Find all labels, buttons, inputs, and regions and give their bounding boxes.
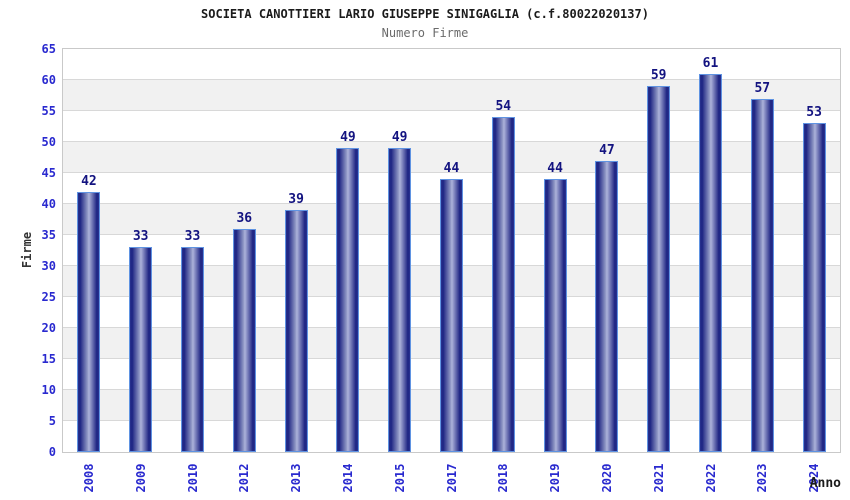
- x-tick-label: 2009: [133, 463, 148, 493]
- gridline: [63, 141, 840, 142]
- bar-2014: [336, 148, 360, 452]
- y-tick-label: 50: [41, 135, 56, 149]
- y-tick-label: 5: [48, 414, 56, 428]
- plot-area: [62, 48, 841, 453]
- bar-2024: [802, 123, 826, 452]
- y-tick-label: 40: [41, 197, 56, 211]
- gridline: [63, 79, 840, 80]
- bar-2010: [181, 247, 204, 452]
- y-tick-label: 30: [41, 259, 56, 273]
- bar-2022: [699, 73, 722, 452]
- x-tick-label: 2015: [392, 463, 407, 493]
- bar-value-label: 33: [132, 229, 149, 245]
- bar-value-label: 61: [702, 55, 719, 71]
- x-tick-label: 2019: [548, 463, 563, 493]
- bar-value-label: 57: [754, 80, 771, 96]
- bar-value-label: 44: [547, 161, 563, 177]
- bar-2008: [77, 191, 101, 452]
- bar-value-label: 42: [81, 173, 97, 189]
- bar-value-label: 53: [806, 105, 822, 121]
- bar-value-label: 47: [599, 142, 615, 158]
- bar-2009: [129, 247, 153, 452]
- bar-value-label: 49: [391, 130, 408, 146]
- x-tick-label: 2014: [340, 463, 355, 493]
- y-tick-label: 60: [41, 73, 56, 87]
- gridline: [63, 172, 840, 173]
- x-tick-label: 2017: [444, 463, 459, 493]
- y-tick-label: 20: [41, 321, 56, 335]
- bar-2018: [491, 117, 515, 452]
- x-axis-label: Anno: [809, 476, 841, 491]
- y-tick-label: 0: [48, 445, 56, 459]
- bar-2015: [388, 148, 412, 452]
- bar-2021: [647, 86, 671, 452]
- y-tick-label: 10: [41, 383, 56, 397]
- x-tick-label: 2022: [703, 463, 718, 493]
- plot-band: [63, 80, 840, 111]
- bar-value-label: 49: [340, 130, 356, 146]
- plot-band: [63, 111, 840, 142]
- x-tick-label: 2010: [185, 463, 200, 493]
- x-tick-label: 2012: [237, 463, 252, 493]
- x-tick-label: 2023: [755, 463, 770, 493]
- bar-2023: [750, 98, 774, 452]
- y-tick-label: 25: [41, 290, 56, 304]
- y-tick-label: 35: [41, 228, 56, 242]
- bar-2020: [595, 160, 619, 452]
- bar-2017: [440, 179, 463, 452]
- y-tick-label: 45: [41, 166, 56, 180]
- bar-value-label: 44: [443, 161, 460, 177]
- y-tick-label: 65: [41, 42, 56, 56]
- bar-2019: [543, 179, 567, 452]
- x-tick-label: 2018: [496, 463, 511, 493]
- chart-title: SOCIETA CANOTTIERI LARIO GIUSEPPE SINIGA…: [201, 7, 649, 21]
- y-tick-label: 55: [41, 104, 56, 118]
- x-tick-label: 2021: [651, 463, 666, 493]
- bar-2012: [232, 228, 256, 452]
- bar-value-label: 33: [184, 229, 201, 245]
- x-tick-label: 2020: [599, 463, 614, 493]
- x-tick-label: 2013: [289, 463, 304, 493]
- bar-value-label: 36: [236, 210, 253, 226]
- bar-value-label: 54: [495, 99, 512, 115]
- x-tick-label: 2008: [81, 463, 96, 493]
- y-tick-label: 15: [41, 352, 56, 366]
- gridline: [63, 110, 840, 111]
- chart-subtitle: Numero Firme: [381, 26, 469, 40]
- bar-value-label: 39: [288, 192, 304, 208]
- bar-value-label: 59: [650, 68, 667, 84]
- bar-2013: [284, 210, 308, 452]
